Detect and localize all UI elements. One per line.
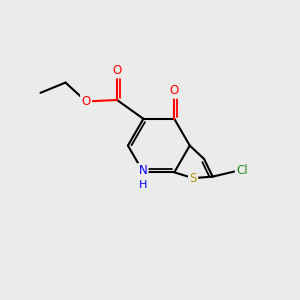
Text: Cl: Cl bbox=[236, 164, 248, 177]
Text: N: N bbox=[138, 164, 147, 177]
Text: O: O bbox=[112, 64, 122, 77]
Text: O: O bbox=[82, 95, 91, 108]
Text: O: O bbox=[170, 84, 179, 97]
Text: S: S bbox=[189, 172, 197, 184]
Text: H: H bbox=[139, 180, 147, 190]
